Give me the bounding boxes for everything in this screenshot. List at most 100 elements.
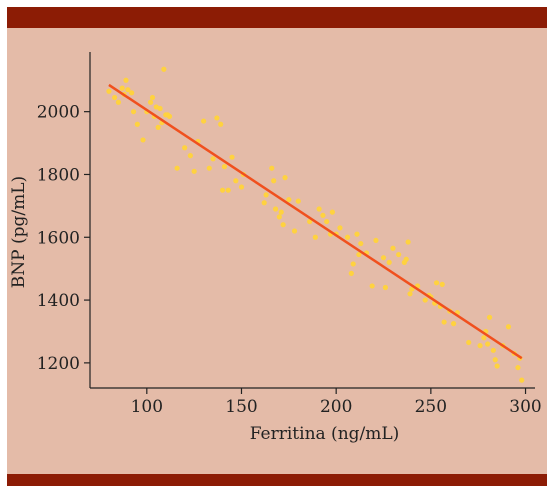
ticks-layer: 100 150 200 250 300 1200 1400 1600 1800 2000 <box>37 103 542 417</box>
data-point-30 <box>210 156 216 162</box>
data-point-29 <box>206 165 212 171</box>
trendline <box>108 83 523 360</box>
data-point-87 <box>439 281 445 287</box>
data-point-37 <box>233 178 239 184</box>
x-tick-label-300: 300 <box>509 397 541 417</box>
data-point-72 <box>386 259 392 265</box>
y-tick-label-2000: 2000 <box>37 103 80 123</box>
x-tick-label-150: 150 <box>225 397 257 417</box>
data-point-90 <box>450 321 457 327</box>
data-point-28 <box>201 118 207 124</box>
data-point-24 <box>182 145 188 151</box>
data-point-0 <box>106 88 112 94</box>
y-tick-label-1800: 1800 <box>37 165 80 185</box>
y-axis-label: BNP (pg/mL) <box>9 176 29 288</box>
data-point-106 <box>519 377 525 383</box>
data-point-99 <box>492 357 498 363</box>
points-layer <box>106 66 525 383</box>
data-point-38 <box>238 184 245 190</box>
data-point-66 <box>358 240 364 247</box>
chart-panel: 100 150 200 250 300 1200 1400 1600 1800 2000 Ferr… <box>7 7 547 486</box>
x-tick-label-100: 100 <box>131 397 163 417</box>
data-point-9 <box>134 121 140 127</box>
data-point-45 <box>276 214 282 220</box>
data-point-104 <box>515 364 521 371</box>
data-point-10 <box>140 137 146 143</box>
data-point-71 <box>382 284 389 291</box>
data-point-68 <box>369 283 375 289</box>
data-point-97 <box>486 314 493 320</box>
data-point-92 <box>466 339 472 346</box>
data-point-43 <box>271 178 277 184</box>
data-point-62 <box>348 270 354 276</box>
data-point-93 <box>477 343 483 349</box>
data-point-35 <box>225 187 231 193</box>
data-point-1 <box>112 94 118 101</box>
data-point-73 <box>390 245 396 251</box>
data-point-51 <box>295 198 301 204</box>
x-axis-label: Ferritina (ng/mL) <box>250 424 400 444</box>
y-tick-label-1600: 1600 <box>37 228 80 248</box>
header-band <box>7 7 547 28</box>
x-tick-label-250: 250 <box>415 397 447 417</box>
data-point-40 <box>261 200 267 206</box>
data-point-55 <box>320 212 326 218</box>
data-point-77 <box>405 239 411 245</box>
data-point-26 <box>191 168 197 174</box>
data-point-76 <box>403 256 409 262</box>
data-point-13 <box>149 94 156 101</box>
data-point-96 <box>485 341 491 347</box>
data-point-5 <box>123 77 129 83</box>
data-point-102 <box>505 324 512 330</box>
data-point-7 <box>129 90 135 96</box>
y-tick-label-1200: 1200 <box>37 354 80 374</box>
data-point-88 <box>441 319 447 325</box>
data-point-6 <box>125 87 131 93</box>
data-point-53 <box>312 234 318 240</box>
data-point-16 <box>155 124 161 130</box>
data-point-63 <box>350 261 356 267</box>
data-point-3 <box>119 85 125 91</box>
data-point-60 <box>337 225 343 231</box>
data-point-2 <box>115 99 122 105</box>
data-point-65 <box>356 251 362 258</box>
data-point-78 <box>407 291 413 297</box>
data-point-50 <box>291 228 298 234</box>
data-point-12 <box>147 99 154 105</box>
data-point-54 <box>316 206 322 212</box>
data-point-19 <box>161 66 167 72</box>
footer-band <box>7 474 547 486</box>
data-point-33 <box>219 187 226 193</box>
data-point-41 <box>263 192 269 198</box>
data-point-85 <box>433 280 440 286</box>
data-point-44 <box>272 206 279 212</box>
data-point-46 <box>278 209 284 215</box>
data-point-94 <box>481 335 487 341</box>
data-point-25 <box>187 153 193 159</box>
data-point-98 <box>490 347 496 353</box>
data-point-64 <box>354 231 360 237</box>
data-point-49 <box>286 196 292 203</box>
scatter-chart: 100 150 200 250 300 1200 1400 1600 1800 2000 Ferr… <box>9 52 542 444</box>
data-point-61 <box>344 234 351 240</box>
data-point-34 <box>221 164 228 170</box>
x-tick-label-200: 200 <box>320 397 352 417</box>
data-point-52 <box>307 218 313 225</box>
data-point-69 <box>373 237 379 244</box>
y-tick-label-1400: 1400 <box>37 291 80 311</box>
data-point-31 <box>214 115 220 121</box>
data-point-70 <box>380 255 387 261</box>
data-point-47 <box>280 222 286 228</box>
data-point-32 <box>218 121 224 127</box>
data-point-42 <box>269 165 275 171</box>
data-point-58 <box>329 209 335 215</box>
data-point-23 <box>174 165 180 171</box>
data-point-100 <box>494 363 500 369</box>
data-point-56 <box>324 218 330 225</box>
data-point-81 <box>422 297 428 303</box>
data-point-22 <box>166 113 173 119</box>
data-point-8 <box>130 109 137 115</box>
data-point-74 <box>396 251 402 258</box>
data-point-48 <box>282 175 288 181</box>
data-point-17 <box>157 105 163 112</box>
